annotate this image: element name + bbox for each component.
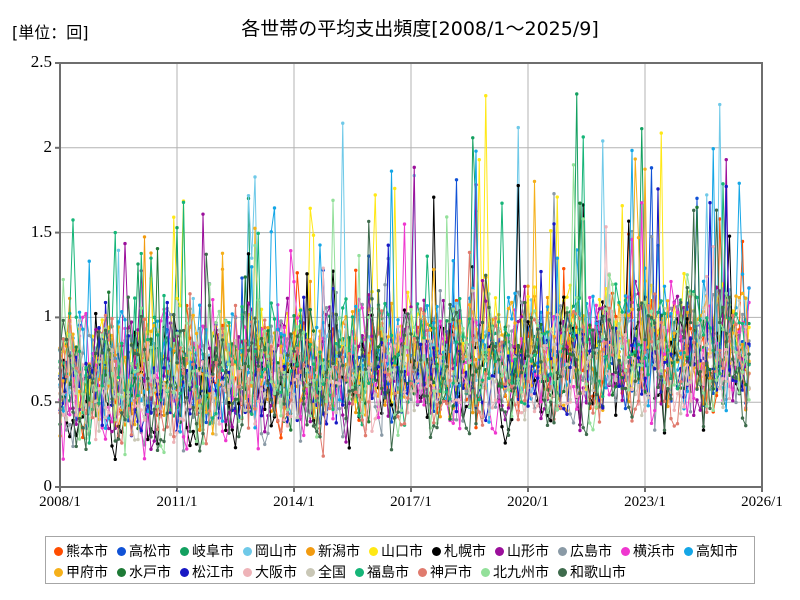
x-axis-tick: 2026/1 [741, 494, 783, 510]
legend-item[interactable]: 山形市 [495, 545, 549, 559]
legend-label: 岡山市 [255, 543, 297, 560]
legend-marker-icon [684, 547, 693, 556]
legend-marker-icon [54, 547, 63, 556]
legend-marker-icon [369, 547, 378, 556]
y-axis-tick: 1 [43, 306, 53, 326]
legend-item[interactable]: 横浜市 [621, 545, 675, 559]
x-axis-tick: 2008/1 [39, 494, 81, 510]
chart-title: 各世帯の平均支出頻度[2008/1〜2025/9] [241, 18, 599, 40]
legend-item[interactable]: 甲府市 [54, 566, 108, 580]
legend-marker-icon [180, 568, 189, 577]
y-axis-tick: 0.5 [30, 391, 52, 411]
legend-marker-icon [180, 547, 189, 556]
legend-label: 熊本市 [66, 543, 108, 560]
legend-item[interactable]: 大阪市 [243, 566, 297, 580]
series-markers [58, 208, 751, 453]
legend-item[interactable]: 全国 [306, 566, 346, 580]
chart-legend: 熊本市 高松市 岐阜市 岡山市 新潟市 山口市 札幌市 山形市 広島市 横浜市 高知市 甲府市 水戸市… [45, 536, 755, 584]
x-axis-tick: 2023/1 [624, 494, 666, 510]
legend-item[interactable]: 岐阜市 [180, 545, 234, 559]
legend-marker-icon [306, 568, 315, 577]
legend-marker-icon [418, 568, 427, 577]
legend-marker-icon [558, 547, 567, 556]
legend-label: 岐阜市 [192, 543, 234, 560]
legend-marker-icon [495, 547, 504, 556]
legend-row-1: 熊本市 高松市 岐阜市 岡山市 新潟市 山口市 札幌市 山形市 広島市 横浜市 高知市 [54, 541, 748, 562]
legend-label: 甲府市 [66, 564, 108, 581]
legend-item[interactable]: 新潟市 [306, 545, 360, 559]
legend-marker-icon [481, 568, 490, 577]
legend-label: 水戸市 [129, 564, 171, 581]
legend-item[interactable]: 松江市 [180, 566, 234, 580]
legend-marker-icon [355, 568, 364, 577]
legend-item[interactable]: 和歌山市 [558, 566, 626, 580]
legend-item[interactable]: 熊本市 [54, 545, 108, 559]
legend-marker-icon [306, 547, 315, 556]
legend-item[interactable]: 札幌市 [432, 545, 486, 559]
legend-label: 横浜市 [633, 543, 675, 560]
legend-marker-icon [54, 568, 63, 577]
x-axis-tick: 2011/1 [156, 494, 198, 510]
x-axis-tick: 2014/1 [273, 494, 315, 510]
legend-label: 山形市 [507, 543, 549, 560]
legend-label: 高知市 [696, 543, 738, 560]
legend-label: 札幌市 [444, 543, 486, 560]
data-series-group [58, 92, 751, 462]
legend-item[interactable]: 広島市 [558, 545, 612, 559]
y-axis-tick: 2.5 [30, 52, 52, 71]
unit-label: [単位：回] [12, 23, 89, 42]
legend-item[interactable]: 岡山市 [243, 545, 297, 559]
x-axis-tick: 2020/1 [507, 494, 549, 510]
legend-label: 全国 [318, 564, 346, 581]
legend-label: 神戸市 [430, 564, 472, 581]
series-markers [58, 135, 751, 445]
legend-label: 新潟市 [318, 543, 360, 560]
legend-label: 大阪市 [255, 564, 297, 581]
legend-item[interactable]: 高知市 [684, 545, 738, 559]
y-axis-tick: 2 [43, 136, 53, 156]
legend-item[interactable]: 水戸市 [117, 566, 171, 580]
legend-label: 和歌山市 [570, 564, 626, 581]
x-axis-tick: 2017/1 [390, 494, 432, 510]
legend-marker-icon [558, 568, 567, 577]
legend-marker-icon [243, 547, 252, 556]
legend-marker-icon [621, 547, 630, 556]
legend-item[interactable]: 山口市 [369, 545, 423, 559]
y-axis-tick: 0 [43, 476, 53, 495]
legend-label: 松江市 [192, 564, 234, 581]
legend-marker-icon [117, 568, 126, 577]
legend-label: 高松市 [129, 543, 171, 560]
legend-item[interactable]: 北九州市 [481, 566, 549, 580]
legend-label: 山口市 [381, 543, 423, 560]
legend-marker-icon [117, 547, 126, 556]
legend-label: 福島市 [367, 564, 409, 581]
legend-marker-icon [432, 547, 441, 556]
plot-frame [55, 62, 763, 492]
legend-item[interactable]: 神戸市 [418, 566, 472, 580]
legend-row-2: 甲府市 水戸市 松江市 大阪市 全国 福島市 神戸市 北九州市 和歌山市 [54, 562, 748, 583]
legend-label: 北九州市 [493, 564, 549, 581]
legend-marker-icon [243, 568, 252, 577]
legend-label: 広島市 [570, 543, 612, 560]
legend-item[interactable]: 高松市 [117, 545, 171, 559]
y-axis-tick: 1.5 [30, 221, 52, 241]
legend-item[interactable]: 福島市 [355, 566, 409, 580]
